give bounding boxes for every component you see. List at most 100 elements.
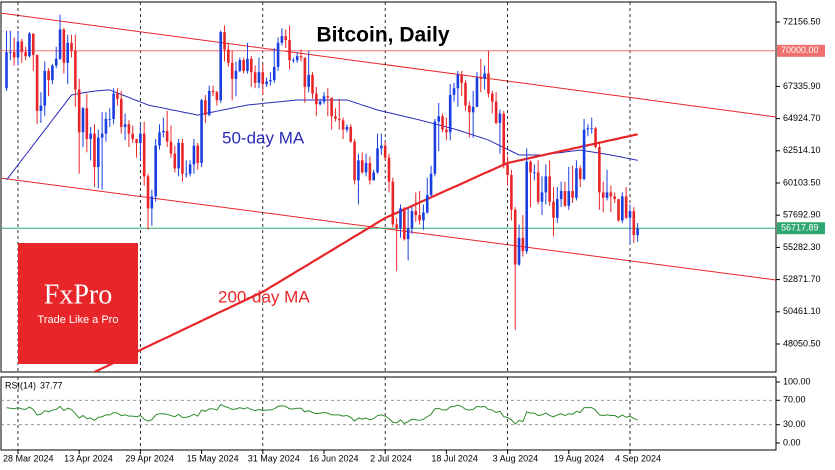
candle-body [315, 93, 318, 105]
y-tick-label: 30.00 [783, 419, 806, 429]
candle-body [276, 42, 280, 67]
candle-body [517, 237, 521, 265]
candle-body [632, 211, 636, 236]
x-tick-label: 29 Apr 2024 [125, 453, 174, 463]
candle-body [345, 126, 349, 130]
logo: FxPro Trade Like a Pro [18, 243, 138, 364]
main-panel-frame [0, 1, 777, 373]
candle-body [452, 88, 456, 95]
candle-body [636, 228, 639, 236]
rsi-panel-frame [0, 376, 777, 451]
x-tick-label: 13 Apr 2024 [64, 453, 113, 463]
candle-body [303, 57, 307, 87]
candle-body [200, 100, 203, 164]
candle-body [207, 90, 211, 115]
x-tick-label: 19 Aug 2024 [554, 453, 605, 463]
candle-body [429, 173, 433, 196]
candle-body [85, 108, 89, 139]
candle-body [510, 175, 513, 210]
candle-body [341, 120, 345, 130]
y-tick-label: 55282.30 [783, 242, 821, 252]
candle-body [460, 74, 463, 83]
x-tick-label: 3 Aug 2024 [493, 453, 539, 463]
candle-body [433, 121, 437, 174]
candle-body [621, 196, 624, 221]
candle-body [391, 181, 395, 225]
candle-body [559, 191, 563, 200]
candle-body [269, 80, 272, 82]
candle-body [334, 116, 337, 119]
candle-body [89, 133, 92, 139]
candle-body [506, 164, 509, 176]
candle-body [364, 163, 368, 173]
candle-body [475, 77, 479, 107]
candle-body [116, 93, 119, 99]
candle-body [169, 141, 173, 154]
candle-body [422, 212, 425, 221]
candle-body [238, 60, 242, 71]
candle-body [582, 129, 586, 180]
x-tick-label: 2 Jul 2024 [370, 453, 412, 463]
candle-body [219, 32, 222, 101]
candle-body [173, 153, 177, 169]
candle-body [9, 52, 12, 53]
candle-body [441, 116, 444, 130]
x-tick-label: 15 May 2024 [187, 453, 239, 463]
candle-body [598, 146, 601, 193]
axes: 28 Mar 2024 13 Apr 2024 29 Apr 2024 15 May … [3, 16, 825, 463]
candle-body [131, 133, 135, 139]
rsi-plot [1, 377, 776, 450]
candle-body [353, 141, 356, 181]
candle-body [437, 116, 441, 122]
candle-body [383, 145, 387, 158]
channel-lower [1, 177, 776, 281]
candle-body [184, 173, 188, 175]
candle-body [284, 36, 288, 41]
y-tick-label: 100.00 [783, 376, 811, 386]
candle-body [104, 118, 108, 134]
y-tick-label: 0.00 [783, 437, 801, 447]
y-tick-label: 72156.50 [783, 16, 821, 26]
candle-body [563, 191, 567, 206]
candle-body [322, 96, 326, 102]
candle-body [196, 145, 200, 164]
price-level-box [777, 44, 825, 57]
x-tick-label: 31 May 2024 [248, 453, 300, 463]
candle-body [590, 128, 594, 130]
candle-body [100, 133, 104, 138]
candle-body [74, 50, 77, 90]
candle-body [35, 54, 39, 111]
candle-body [39, 105, 43, 111]
price-level-label: 56717.89 [781, 223, 819, 233]
x-tick-label: 16 Jun 2024 [309, 453, 359, 463]
candle-body [586, 128, 590, 130]
candle-body [139, 133, 142, 143]
candle-body [62, 29, 66, 63]
candle-body [5, 52, 8, 89]
candle-body [280, 36, 284, 43]
y-tick-label: 52871.70 [783, 274, 821, 284]
candle-body [624, 196, 628, 218]
candle-body [288, 40, 291, 61]
candle-body [357, 160, 360, 181]
candle-body [487, 73, 490, 94]
candle-body [311, 74, 314, 94]
candle-body [406, 228, 410, 240]
x-tick-label: 28 Mar 2024 [3, 453, 54, 463]
candle-body [464, 82, 467, 106]
y-tick-label: 50461.10 [783, 306, 821, 316]
candle-body [265, 81, 268, 85]
candle-body [368, 163, 372, 181]
candle-body [613, 196, 616, 200]
candle-body [47, 70, 50, 81]
candle-body [150, 196, 154, 209]
candle-body [536, 172, 540, 202]
candle-body [70, 42, 73, 51]
candle-body [108, 118, 112, 120]
candle-body [425, 195, 429, 213]
candle-body [93, 133, 96, 168]
candle-body [177, 142, 180, 169]
candle-body [395, 224, 398, 229]
price-level-box [777, 222, 825, 235]
